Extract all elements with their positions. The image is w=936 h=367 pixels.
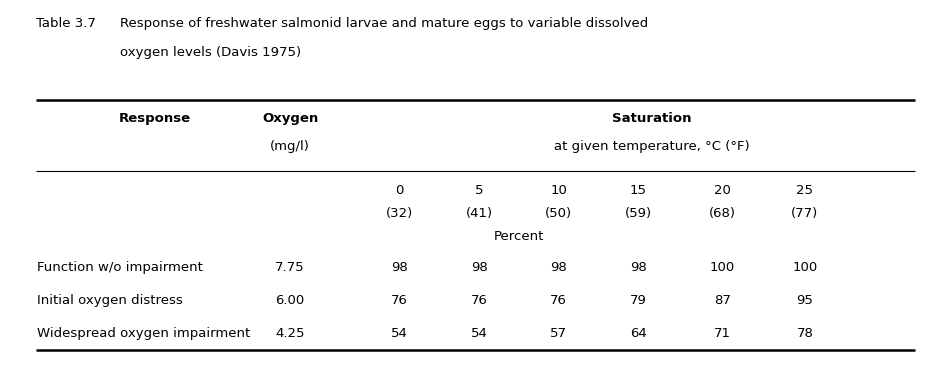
Text: 25: 25 [797,184,813,196]
Text: (32): (32) [386,207,414,220]
Text: (68): (68) [709,207,736,220]
Text: 76: 76 [550,294,567,306]
Text: 15: 15 [630,184,647,196]
Text: 10: 10 [550,184,567,196]
Text: 7.75: 7.75 [275,261,305,273]
Text: 98: 98 [471,261,488,273]
Text: (mg/l): (mg/l) [271,140,310,153]
Text: at given temperature, °C (°F): at given temperature, °C (°F) [554,140,750,153]
Text: 20: 20 [714,184,731,196]
Text: Response: Response [118,112,191,125]
Text: Table 3.7: Table 3.7 [36,17,95,29]
Text: 57: 57 [550,327,567,339]
Text: 95: 95 [797,294,813,306]
Text: Widespread oxygen impairment: Widespread oxygen impairment [37,327,251,339]
Text: Initial oxygen distress: Initial oxygen distress [37,294,183,306]
Text: 100: 100 [793,261,817,273]
Text: (77): (77) [791,207,819,220]
Text: (41): (41) [466,207,492,220]
Text: 87: 87 [714,294,731,306]
Text: Response of freshwater salmonid larvae and mature eggs to variable dissolved: Response of freshwater salmonid larvae a… [120,17,648,29]
Text: 76: 76 [471,294,488,306]
Text: 98: 98 [391,261,408,273]
Text: Oxygen: Oxygen [262,112,318,125]
Text: 5: 5 [475,184,484,196]
Text: 79: 79 [630,294,647,306]
Text: 78: 78 [797,327,813,339]
Text: oxygen levels (Davis 1975): oxygen levels (Davis 1975) [120,46,301,59]
Text: 4.25: 4.25 [275,327,305,339]
Text: 0: 0 [396,184,403,196]
Text: 76: 76 [391,294,408,306]
Text: (59): (59) [625,207,651,220]
Text: 54: 54 [391,327,408,339]
Text: 64: 64 [630,327,647,339]
Text: 6.00: 6.00 [275,294,305,306]
Text: 54: 54 [471,327,488,339]
Text: (50): (50) [546,207,572,220]
Text: Percent: Percent [494,230,544,243]
Text: Function w/o impairment: Function w/o impairment [37,261,203,273]
Text: 98: 98 [630,261,647,273]
Text: 100: 100 [710,261,735,273]
Text: Saturation: Saturation [612,112,692,125]
Text: 71: 71 [714,327,731,339]
Text: 98: 98 [550,261,567,273]
